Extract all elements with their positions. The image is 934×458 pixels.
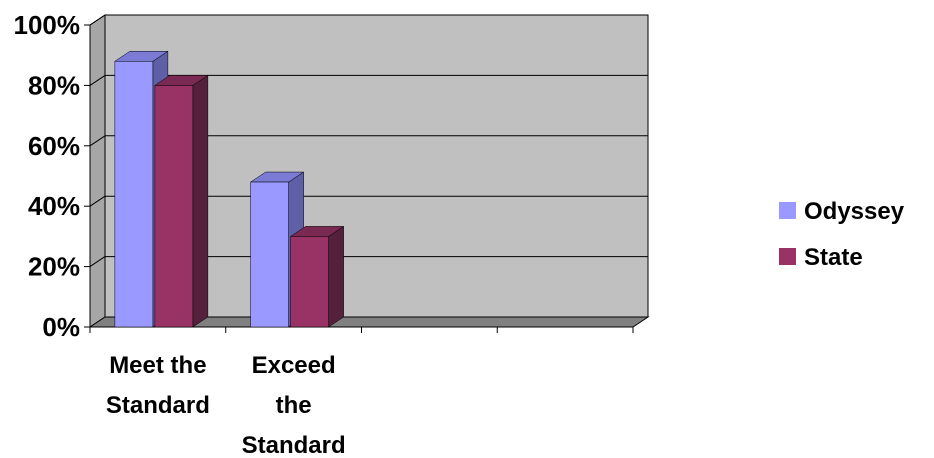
y-tick-label: 80% [28, 70, 80, 100]
legend: Odyssey State [779, 198, 905, 271]
plot-side-wall [89, 14, 106, 328]
y-tick-label: 40% [28, 191, 80, 221]
bar-odyssey [114, 60, 154, 328]
y-tick-label: 20% [28, 252, 80, 282]
y-tick-label: 0% [42, 312, 80, 342]
gridline-side [89, 135, 106, 147]
y-tick-label: 100% [14, 10, 81, 40]
gridline-side [89, 74, 106, 86]
bar-state [154, 85, 194, 328]
bar-state [290, 236, 329, 328]
x-category-label: Standard [106, 392, 210, 419]
axis-labels: 0% 20% 40% 60% 80% 100% Meet the Standard Exceed… [14, 10, 346, 458]
legend-swatch-state [779, 248, 796, 265]
bar-state-side [192, 74, 209, 328]
gridline-side [89, 195, 106, 207]
legend-label-odyssey: Odyssey [804, 198, 905, 225]
gridline-side [89, 256, 106, 268]
x-category-label: Exceed [252, 352, 336, 379]
x-category-label: the [276, 392, 312, 419]
x-category-label: Meet the [109, 352, 206, 379]
bar-odyssey [250, 181, 289, 328]
y-tick-label: 60% [28, 131, 80, 161]
legend-swatch-odyssey [779, 202, 796, 219]
plot-floor [88, 316, 650, 328]
legend-label-state: State [804, 244, 863, 271]
bars [114, 50, 345, 328]
gridline-side [89, 14, 106, 26]
x-category-label: Standard [242, 432, 346, 458]
bar-state-side [328, 225, 344, 328]
